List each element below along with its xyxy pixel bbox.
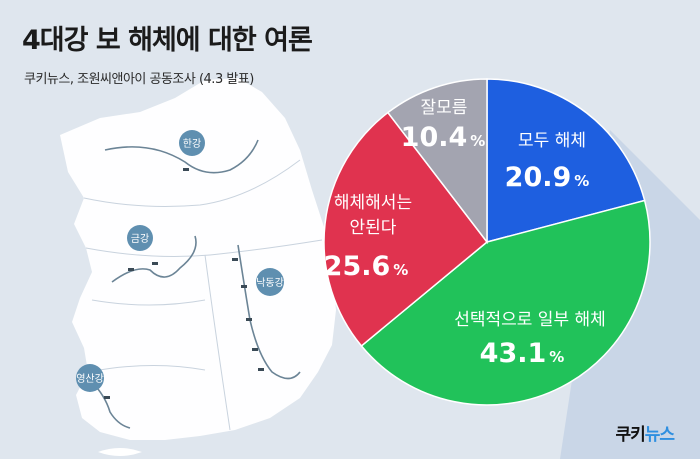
river-badges: 한강 금강 낙동강 영산강 (76, 130, 284, 392)
pie-slice-3 (323, 111, 489, 347)
pie-label-1: 모두 해체 (518, 131, 586, 151)
logo-part-1: 쿠키 (615, 425, 645, 445)
kukinews-logo: 쿠키뉴스 (615, 420, 675, 445)
pie-value-3: 25.6% (324, 251, 409, 282)
pie-label-3-line-2: 안된다 (350, 218, 397, 238)
river-label-hangang: 한강 (183, 138, 201, 150)
pie-slice-2 (360, 199, 651, 406)
jeju-island-shape (98, 448, 142, 456)
pie-slice-1 (486, 78, 646, 243)
river-label-geumgang: 금강 (131, 233, 149, 245)
pie-label-2: 선택적으로 일부 해체 (454, 310, 606, 330)
river-label-nakdonggang: 낙동강 (256, 277, 284, 289)
pie-value-1: 20.9% (505, 162, 590, 193)
province-borders (83, 159, 323, 431)
logo-part-2: 뉴스 (644, 425, 675, 445)
pie-label-3-line-1: 해체해서는 (334, 193, 412, 213)
pie-value-4: 10.4% (401, 122, 486, 153)
pie-slice-4 (386, 78, 488, 245)
pie-slices (323, 78, 651, 406)
pie-label-4: 잘모름 (421, 98, 468, 118)
river-label-yeongsangang: 영산강 (76, 373, 104, 385)
chart-title: 4대강 보 해체에 대한 여론 (22, 25, 313, 56)
chart-subtitle: 쿠키뉴스, 조원씨앤아이 공동조사 (4.3 발표) (24, 72, 254, 87)
pie-value-2: 43.1% (480, 338, 565, 369)
korea-peninsula-shape (60, 78, 336, 440)
dam-markers (104, 168, 264, 399)
river-lines (89, 139, 301, 429)
